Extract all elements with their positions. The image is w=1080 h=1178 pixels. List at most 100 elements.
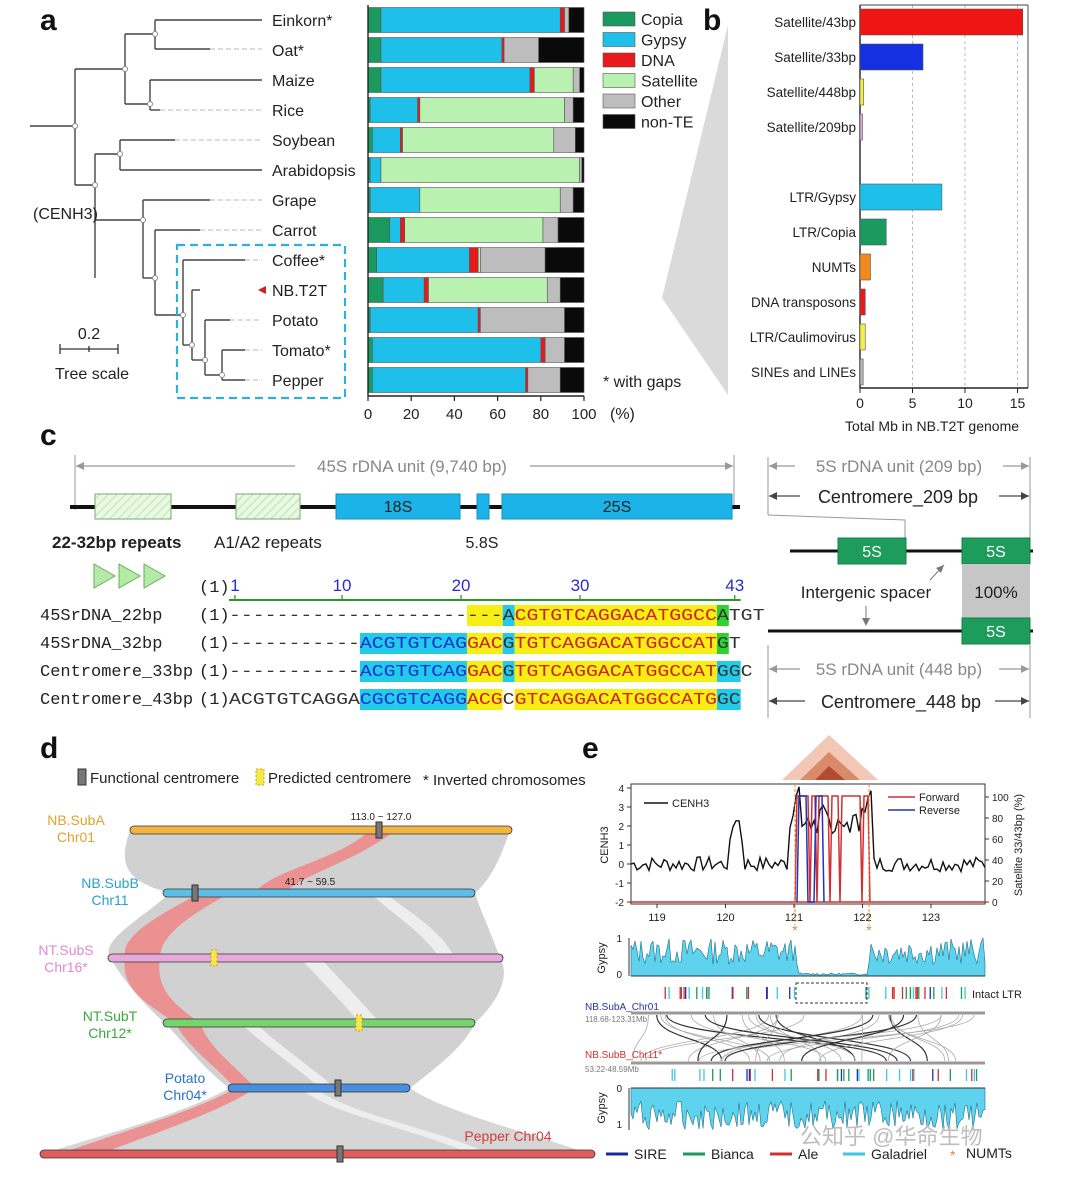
cenh3-chart: 119 120 121 122 123-2-101234020406080100CENH… (599, 783, 1025, 938)
b-tick-label-1: 5 (909, 395, 917, 411)
chrom-name-1: NB.SubB (81, 875, 139, 891)
legend-swatch-5 (602, 114, 636, 129)
ltr-synteny: Intact LTR NB.SubA_Chr01 118.68-123.31Mb NB… (585, 982, 1022, 1081)
legend-inverted-chromosomes: * Inverted chromosomes (423, 772, 586, 789)
align-highlight-3-0 (467, 605, 503, 626)
reverse-line (796, 795, 825, 903)
legend-swatch-2 (602, 52, 636, 68)
e-ytick-label-0: -2 (615, 898, 624, 909)
bar-seg-7-3 (404, 217, 544, 243)
centromere-209-label: Centromere_209 bp (818, 487, 978, 508)
hic-triangle-core (800, 752, 860, 780)
a-tick-label-4: 80 (532, 406, 549, 423)
ruler-label-0: 1 (230, 576, 239, 595)
synteny-ribbons (45, 830, 590, 1154)
rrna-25s-label: 25S (603, 499, 631, 516)
rrna-18s-label: 18S (384, 499, 412, 516)
syn-link-27 (888, 1014, 956, 1062)
species-label-10: Potato (272, 313, 318, 330)
b-category-2: Satellite/448bp (767, 85, 856, 100)
b-bar-8 (859, 288, 866, 316)
e-y2tick-label-3: 60 (992, 835, 1004, 846)
chrom-sub-2: Chr16* (44, 959, 88, 975)
gypsy-top-tick-1: 1 (616, 934, 622, 945)
bar-seg-1-0 (367, 37, 382, 63)
functional-centromere-4 (334, 1079, 342, 1097)
legend-label-4: Other (641, 94, 682, 111)
b-category-9: LTR/Caulimovirus (750, 330, 857, 345)
b-category-8: DNA transposons (751, 295, 856, 310)
species-label-7: Carrot (272, 223, 317, 240)
bar-seg-11-2 (540, 337, 546, 363)
panel-d-legend: Functional centromere Predicted centrome… (77, 768, 586, 789)
bar-seg-11-4 (544, 337, 565, 363)
functional-centromere-1 (191, 884, 199, 902)
bar-seg-2-3 (534, 67, 574, 93)
species-label-12: Pepper (272, 373, 324, 390)
bar-seg-4-4 (553, 127, 576, 153)
b-category-0: Satellite/43bp (774, 15, 856, 30)
subb-range: 53.22-48.59Mb (585, 1065, 639, 1074)
cenh3-root-label: (CENH3) (33, 206, 98, 223)
legend-swatch-3 (602, 73, 636, 88)
five-s-label-3: 5S (986, 624, 1006, 641)
chromosome-bar-0 (129, 825, 513, 835)
rdna45-unit-label: 45S rDNA unit (9,740 bp) (317, 457, 507, 476)
bar-seg-9-0 (367, 277, 384, 303)
rdna-45s-diagram: 45S rDNA unit (9,740 bp) 18S 25S 22-32bp… (52, 455, 740, 589)
range-subb: 41.7 ~ 59.5 (285, 877, 336, 888)
species-label-1: Oat* (272, 43, 304, 60)
gypsy-bottom-label: Gypsy (596, 1092, 608, 1124)
legend-swatch-0 (602, 11, 636, 27)
bar-seg-6-4 (559, 187, 574, 213)
b-category-1: Satellite/33bp (774, 50, 856, 65)
suba-label: NB.SubA_Chr01 (585, 1002, 659, 1013)
syn-link-4 (775, 1014, 856, 1062)
bar-seg-1-5 (538, 37, 585, 63)
e-legend-label-1: Bianca (711, 1146, 754, 1162)
bar-seg-4-3 (402, 127, 555, 153)
syn-link-5 (640, 1014, 770, 1062)
chrom-name-0: NB.SubA (47, 812, 105, 828)
bar-seg-8-0 (367, 247, 377, 273)
e-legend-star: * (950, 1147, 956, 1163)
chromosome-bar-4 (227, 1083, 411, 1093)
bar-seg-12-2 (525, 367, 529, 393)
bar-seg-1-2 (501, 37, 505, 63)
e-y2tick-label-4: 80 (992, 814, 1004, 825)
intact-ltr-label: Intact LTR (972, 989, 1022, 1001)
species-label-4: Soybean (272, 133, 335, 150)
tree-scale-value: 0.2 (78, 326, 100, 343)
seq-start-2: (1) (199, 663, 230, 682)
panel-c-letter: c (40, 419, 57, 452)
functional-centromere-pepper (336, 1145, 344, 1163)
syn-link-33 (698, 1014, 942, 1062)
ruler-label-2: 20 (452, 576, 471, 595)
species-label-3: Rice (272, 103, 304, 120)
repeat-block-22-32 (94, 493, 172, 520)
bar-seg-9-4 (546, 277, 561, 303)
b-bar-5 (859, 183, 943, 211)
bar-seg-6-1 (369, 187, 421, 213)
gypsy-top-tick-0: 0 (616, 970, 622, 981)
syn-link-0 (666, 1014, 887, 1062)
chromosome-bar-2 (107, 953, 504, 963)
repeat-block-a1a2 (235, 493, 301, 520)
seq-start-3: (1) (199, 691, 230, 710)
e-ytick-label-2: 0 (618, 860, 624, 871)
seq-start-0: (1) (199, 607, 230, 626)
bar-seg-10-2 (477, 307, 481, 333)
bar-seg-4-1 (372, 127, 401, 153)
b-xlabel: Total Mb in NB.T2T genome (845, 418, 1019, 434)
ltr-legend: SIRE Bianca Ale Galadriel * NUMTs (606, 1145, 1012, 1163)
b-bar-3 (859, 113, 863, 141)
syn-link-12 (758, 1014, 912, 1062)
bar-seg-8-4 (480, 247, 546, 273)
bar-seg-8-3 (477, 247, 481, 273)
bar-seg-8-1 (376, 247, 470, 273)
panel-e-letter: e (582, 732, 599, 765)
legend-label-1: Gypsy (641, 33, 686, 50)
five-s-box-3 (961, 617, 1031, 645)
b-category-7: NUMTs (812, 260, 856, 275)
